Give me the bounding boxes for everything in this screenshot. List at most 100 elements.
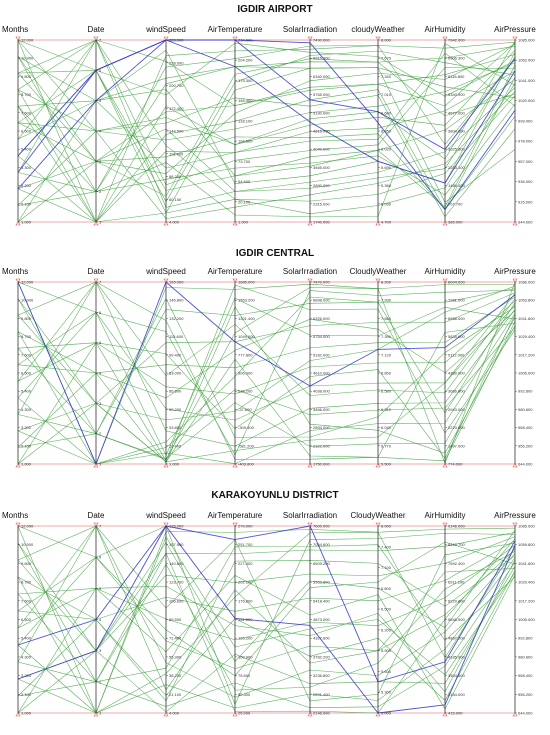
tick-label: 1041.000 <box>518 78 535 83</box>
data-line-0 <box>17 39 516 223</box>
data-line-6 <box>17 525 516 698</box>
tick-label: 7.340 <box>381 74 392 79</box>
tick-label: 7 <box>99 524 102 529</box>
tick-label: 2.100 <box>21 201 32 206</box>
filter-marker-bottom <box>512 463 518 468</box>
tick-label: 146.800 <box>169 298 184 303</box>
tick-label: 4 <box>99 129 102 134</box>
tick-label: 7600.000 <box>313 524 330 529</box>
filter-marker-bottom <box>512 712 518 717</box>
axis-label-windSpeed: windSpeed <box>145 25 186 34</box>
tick-label: 999.000 <box>518 118 533 123</box>
tick-label: 980.600 <box>518 407 533 412</box>
tick-label: 1.000 <box>169 462 180 467</box>
tick-label: 6.500 <box>21 129 32 134</box>
tick-label: 4389.000 <box>448 371 465 376</box>
highlight-line-2 <box>17 39 516 211</box>
parallel-chart-central: Months 12.000 10.900 9.800 8.700 7.600 6.500 5.… <box>2 267 536 468</box>
tick-label: 5.900 <box>381 648 392 653</box>
tick-label: 234.000 <box>238 38 253 43</box>
tick-label: 1.000 <box>238 220 249 225</box>
tick-label: 968.400 <box>518 673 533 678</box>
axis-label-AirTemperature: AirTemperature <box>208 267 263 276</box>
tick-label: 106.600 <box>169 598 184 603</box>
data-line-2 <box>17 292 516 404</box>
data-line-9 <box>17 116 516 211</box>
data-line-3 <box>17 62 516 141</box>
tick-label: 7942.000 <box>448 38 465 43</box>
tick-label: 54.600 <box>238 179 251 184</box>
filter-marker-bottom <box>93 463 99 468</box>
tick-label: 7490.000 <box>313 38 330 43</box>
tick-label: 644.000 <box>518 711 533 716</box>
data-line-19 <box>17 297 516 456</box>
tick-label: 146.400 <box>238 98 253 103</box>
tick-label: 3 <box>99 648 102 653</box>
tick-label: 5 <box>99 586 102 591</box>
tick-label: 7470.000 <box>313 280 330 285</box>
axis-label-SolarIrradiation: SolarIrradiation <box>283 267 337 276</box>
filter-marker-top <box>307 278 313 283</box>
tick-label: 1553.200 <box>238 298 255 303</box>
tick-label: 204.200 <box>238 58 253 63</box>
tick-label: 7.600 <box>21 598 32 603</box>
tick-label: 38.200 <box>169 673 182 678</box>
data-line-24 <box>17 39 516 160</box>
tick-label: 5 <box>99 98 102 103</box>
filter-marker-top <box>442 522 448 527</box>
data-line-16 <box>17 297 516 438</box>
tick-label: 2 <box>99 189 102 194</box>
tick-label: 1480.400 <box>448 183 465 188</box>
tick-label: 55.300 <box>169 654 182 659</box>
tick-label: 4038.000 <box>313 389 330 394</box>
tick-label: 12.000 <box>21 38 34 43</box>
tick-label: 777.800 <box>238 352 253 357</box>
axis-label-windSpeed: windSpeed <box>145 267 186 276</box>
filter-marker-top <box>375 36 381 41</box>
tick-label: 6.040 <box>381 425 392 430</box>
tick-label: 4615.000 <box>313 129 330 134</box>
axis-label-AirPressure: AirPressure <box>494 267 536 276</box>
tick-label: 2146.000 <box>313 711 330 716</box>
panel-title-central: IGDIR CENTRAL <box>235 248 315 259</box>
tick-label: 7281.000 <box>448 298 465 303</box>
tick-label: 4.300 <box>21 654 32 659</box>
tick-label: 6 <box>99 555 102 560</box>
highlight-line-0 <box>17 525 516 683</box>
data-line-12 <box>17 39 516 203</box>
tick-label: 5.300 <box>381 690 392 695</box>
tick-label: 21.100 <box>169 692 182 697</box>
tick-label: 1017.200 <box>518 598 535 603</box>
tick-label: 3465.000 <box>313 165 330 170</box>
tick-label: 8.700 <box>21 92 32 97</box>
tick-label: -403.800 <box>238 462 255 467</box>
tick-label: 3466.000 <box>313 407 330 412</box>
tick-label: 72.400 <box>169 636 182 641</box>
axis-label-Date: Date <box>88 25 105 34</box>
filter-marker-top <box>232 36 238 41</box>
axis-label-CloudlyWeather: CloudlyWeather <box>350 267 407 276</box>
tick-label: 992.800 <box>518 636 533 641</box>
data-line-18 <box>17 559 516 693</box>
tick-label: 7 <box>99 280 102 285</box>
data-line-14 <box>17 525 516 702</box>
tick-label: 6326.000 <box>313 316 330 321</box>
tick-label: 4610.000 <box>313 371 330 376</box>
tick-label: 385.000 <box>448 220 463 225</box>
tick-label: 7054.600 <box>313 542 330 547</box>
data-line-22 <box>17 282 516 465</box>
data-line-29 <box>17 56 516 192</box>
filter-marker-bottom <box>375 463 381 468</box>
tick-label: 3236.800 <box>313 673 330 678</box>
data-line-17 <box>17 91 516 219</box>
filter-marker-top <box>15 278 21 283</box>
tick-label: 144.500 <box>169 129 184 134</box>
tick-label: 5.690 <box>381 165 392 170</box>
tick-label: 4.300 <box>21 165 32 170</box>
tick-label: 415.000 <box>448 711 463 716</box>
filter-marker-bottom <box>442 221 448 226</box>
tick-label: 2894.000 <box>313 425 330 430</box>
data-line-15 <box>17 50 516 223</box>
tick-label: 5765.000 <box>313 92 330 97</box>
tick-label: 3.200 <box>21 425 32 430</box>
